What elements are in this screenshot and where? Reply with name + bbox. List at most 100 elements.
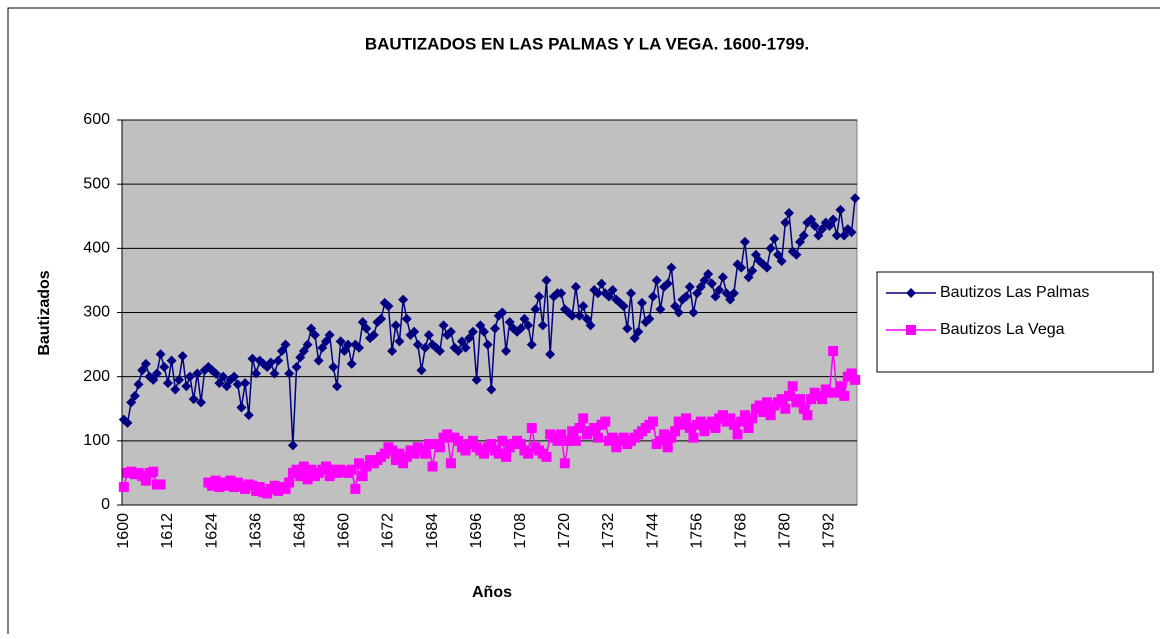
data-point (699, 426, 710, 437)
data-point (478, 326, 489, 337)
data-point (486, 384, 497, 395)
data-point (166, 355, 177, 366)
data-point (670, 301, 681, 312)
x-axis-title: Años (472, 584, 512, 601)
data-point (401, 451, 412, 462)
data-point (184, 371, 195, 382)
data-point (210, 368, 221, 379)
data-point (585, 320, 596, 331)
data-point (346, 358, 357, 369)
y-tick-label: 400 (83, 240, 110, 257)
y-tick-label: 500 (83, 175, 110, 192)
legend-marker (906, 288, 916, 298)
data-point (129, 390, 140, 401)
data-point (515, 439, 526, 450)
data-point (784, 390, 795, 401)
data-point (173, 374, 184, 385)
data-point (754, 400, 765, 411)
data-point (541, 275, 552, 286)
data-point (471, 374, 482, 385)
legend (876, 271, 1154, 373)
data-point (331, 381, 342, 392)
data-point (401, 313, 412, 324)
data-point (813, 230, 824, 241)
data-point (828, 214, 839, 225)
data-point (501, 346, 512, 356)
data-point (151, 368, 162, 379)
data-point (673, 307, 684, 318)
data-point (354, 458, 365, 469)
data-point (133, 379, 144, 390)
data-point (313, 355, 324, 366)
data-point (368, 329, 379, 340)
data-point (240, 378, 251, 389)
chart-title: BAUTIZADOS EN LAS PALMAS Y LA VEGA. 1600… (365, 34, 809, 53)
data-point (427, 461, 438, 472)
y-tick-label: 600 (83, 111, 110, 128)
data-point (210, 475, 221, 486)
data-point (835, 381, 846, 392)
data-point (361, 323, 372, 334)
data-point (357, 471, 368, 482)
data-point (162, 378, 173, 389)
data-point (188, 394, 199, 405)
data-point (747, 265, 758, 276)
data-point (523, 448, 534, 459)
data-point (420, 342, 431, 353)
data-point (772, 249, 783, 260)
data-point (361, 461, 372, 472)
data-point (398, 458, 409, 469)
data-point (376, 313, 387, 324)
data-point (170, 384, 181, 395)
data-point (137, 365, 148, 376)
data-point (644, 313, 655, 324)
data-point (695, 416, 706, 427)
data-point (478, 448, 489, 459)
data-point (254, 482, 265, 493)
data-point (302, 339, 313, 350)
data-point (699, 275, 710, 286)
data-point (221, 381, 232, 392)
data-point (736, 262, 747, 273)
data-point (710, 423, 721, 433)
data-point (761, 397, 772, 408)
x-tick-label: 1600 (115, 513, 132, 549)
data-point (295, 471, 306, 482)
data-point (354, 342, 365, 353)
data-point (394, 336, 405, 347)
data-point (574, 310, 585, 321)
data-point (839, 390, 850, 401)
data-point (390, 320, 401, 331)
data-point (412, 339, 423, 350)
x-tick-label: 1672 (380, 513, 397, 549)
data-point (383, 301, 394, 312)
data-point (339, 346, 350, 356)
data-point (736, 416, 747, 427)
data-point (467, 326, 478, 337)
data-point (629, 333, 640, 344)
data-point (420, 448, 431, 459)
data-point (309, 329, 320, 340)
data-point (633, 326, 644, 337)
y-tick-label: 100 (83, 432, 110, 449)
data-point (677, 419, 688, 430)
data-point (817, 224, 828, 235)
data-point (695, 281, 706, 292)
data-point (280, 339, 291, 350)
data-point (291, 362, 302, 373)
data-point (269, 368, 280, 379)
data-point (460, 342, 471, 353)
data-point (596, 278, 607, 289)
data-point (284, 368, 295, 379)
data-point (776, 394, 787, 405)
data-point (710, 291, 721, 302)
x-tick-label: 1684 (424, 513, 441, 549)
data-point (835, 204, 846, 215)
x-tick-label: 1708 (512, 513, 529, 549)
data-point (291, 464, 302, 475)
data-point (501, 451, 512, 462)
data-point (769, 233, 780, 244)
data-point (118, 482, 129, 493)
data-point (850, 374, 861, 385)
data-point (750, 249, 761, 260)
